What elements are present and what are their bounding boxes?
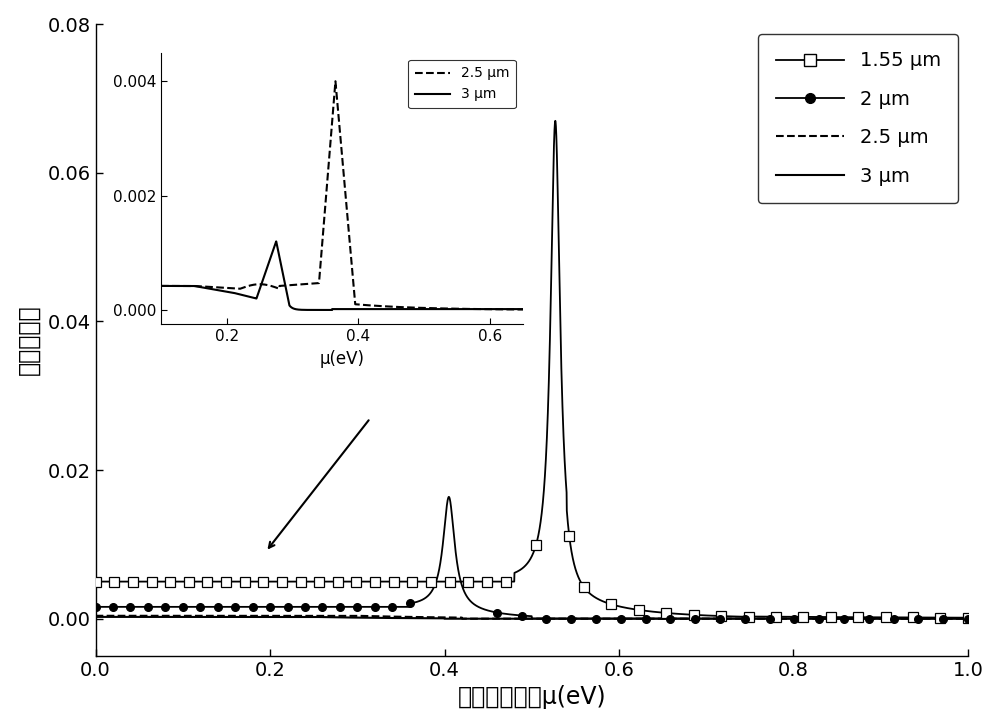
- Legend: 1.55 μm, 2 μm, 2.5 μm, 3 μm: 1.55 μm, 2 μm, 2.5 μm, 3 μm: [758, 34, 958, 203]
- Y-axis label: 光吸收系数: 光吸收系数: [17, 305, 41, 375]
- X-axis label: 石墨烯化学势μ(eV): 石墨烯化学势μ(eV): [457, 685, 606, 709]
